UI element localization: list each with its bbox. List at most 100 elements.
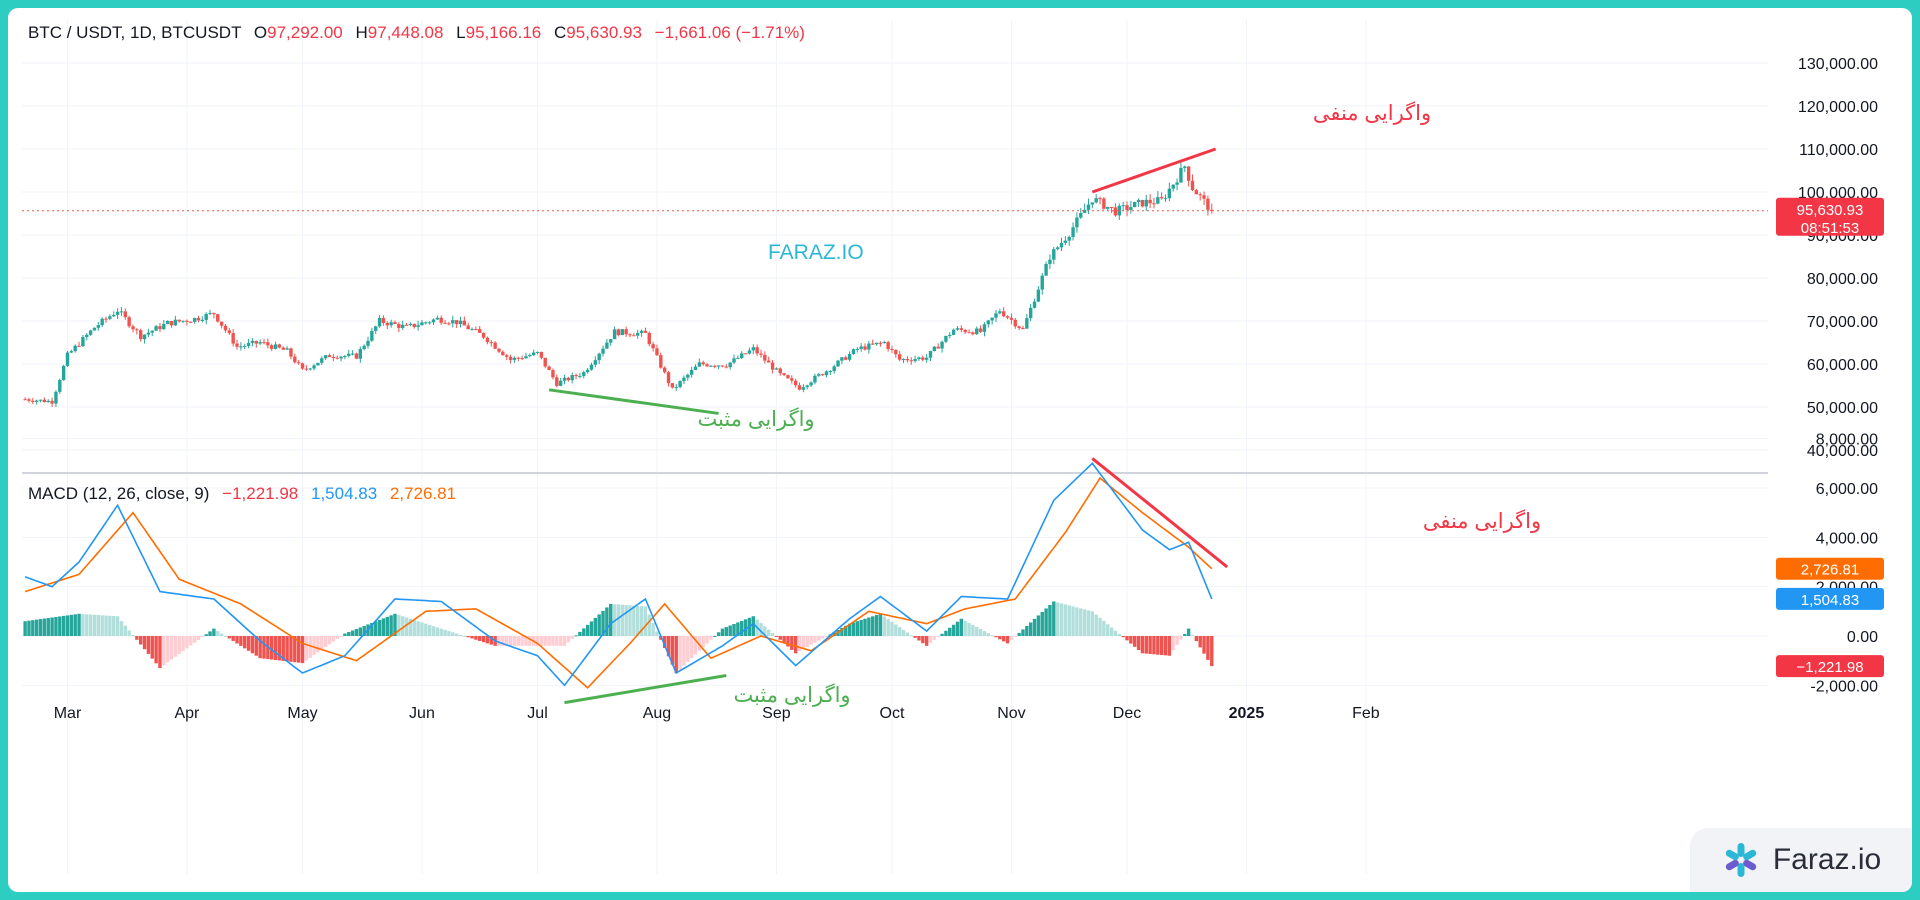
candle-body <box>585 369 590 373</box>
time-tick-label: Sep <box>762 705 791 722</box>
histogram-bar <box>304 636 309 661</box>
open-label: O <box>254 23 267 42</box>
candle-body <box>1082 209 1087 213</box>
candle-body <box>354 353 359 359</box>
candle-body <box>1063 240 1068 243</box>
histogram-bar <box>451 632 455 636</box>
candle-body <box>435 317 440 320</box>
candle-body <box>682 377 686 382</box>
price-axis[interactable]: 130,000.00 120,000.00 110,000.00 100,000.00… <box>1798 56 1878 460</box>
candle-body <box>258 342 262 344</box>
candle-body <box>1009 317 1014 320</box>
histogram-bar <box>470 636 474 639</box>
histogram-bar <box>547 636 551 646</box>
candle-body <box>381 317 386 324</box>
histogram-bar <box>81 614 85 636</box>
candle-body <box>393 322 397 324</box>
time-tick-label: Aug <box>643 705 671 722</box>
histogram-bar <box>200 636 205 638</box>
candle-body <box>254 340 258 344</box>
histogram-bar <box>998 636 1002 640</box>
candle-body <box>709 365 713 367</box>
candle-body <box>582 372 586 376</box>
histogram-bar <box>54 616 58 636</box>
candle-body <box>1159 197 1164 199</box>
candle-body <box>296 362 301 364</box>
histogram-bar <box>377 619 382 636</box>
macd-title[interactable]: MACD (12, 26, close, 9) <box>28 484 209 503</box>
candle-body <box>840 357 844 361</box>
histogram-bar <box>127 630 131 636</box>
macd-badge-text: 1,504.83 <box>1801 592 1859 609</box>
histogram-bar <box>254 636 258 656</box>
candle-body <box>520 358 524 360</box>
candle-body <box>243 345 247 347</box>
histogram-bar <box>389 615 393 636</box>
histogram-bar <box>543 636 547 646</box>
candle-body <box>462 320 467 326</box>
candle-body <box>732 358 736 363</box>
histogram-bar <box>31 620 35 636</box>
candle-body <box>331 357 336 359</box>
candle-body <box>327 355 332 358</box>
histogram-bar <box>58 616 62 636</box>
trading-chart[interactable]: واگرایی منفی واگرایی مثبت واگرایی منفی واگر… <box>8 8 1912 892</box>
candle-body <box>705 364 709 367</box>
histogram-bar <box>481 636 486 643</box>
histogram-bar <box>720 628 725 636</box>
histogram-bar <box>162 636 166 666</box>
candle-body <box>139 330 143 340</box>
candle-body <box>1171 184 1175 189</box>
histogram-bar <box>400 616 405 636</box>
center-watermark: FARAZ.IO <box>768 241 864 264</box>
candle-body <box>555 377 559 386</box>
histogram-bar <box>1082 609 1087 636</box>
histogram-bar <box>374 621 378 636</box>
symbol-title[interactable]: BTC / USDT, 1D, BTCUSDT <box>28 23 241 42</box>
candle-body <box>69 351 74 353</box>
candle-body <box>547 366 551 371</box>
candle-body <box>31 400 35 402</box>
histogram-bar <box>978 629 983 636</box>
candle-body <box>820 374 825 376</box>
chart-frame: واگرایی منفی واگرایی مثبت واگرایی منفی واگر… <box>8 8 1912 892</box>
signal-badge-text: 2,726.81 <box>1801 562 1859 579</box>
candle-body <box>844 357 848 360</box>
candle-body <box>42 399 47 403</box>
candle-body <box>85 334 89 338</box>
candle-body <box>824 371 829 376</box>
candle-body <box>1086 204 1091 210</box>
candle-body <box>1075 217 1079 228</box>
histogram-bar <box>874 615 879 636</box>
candle-body <box>46 400 50 403</box>
signal-badge: 2,726.81 <box>1776 557 1884 580</box>
candle-body <box>404 324 409 326</box>
candle-body <box>666 372 671 384</box>
candle-body <box>1067 236 1071 241</box>
time-axis[interactable]: Mar Apr May Jun Jul Aug Sep Oct Nov Dec 2025 Feb <box>54 705 1380 722</box>
candle-body <box>73 345 77 352</box>
candle-body <box>524 356 528 359</box>
price-badge-text: 08:51:53 <box>1801 220 1859 237</box>
histogram-bar <box>944 630 948 636</box>
histogram-bar <box>347 632 351 636</box>
histogram-bar <box>674 636 678 673</box>
histogram-bar <box>1017 632 1021 636</box>
histogram-bar <box>797 636 802 652</box>
candle-body <box>1002 311 1006 317</box>
candle-body <box>778 368 782 374</box>
histogram-bar <box>624 605 628 636</box>
candle-body <box>135 329 139 331</box>
candle-body <box>620 329 624 336</box>
histogram-bar <box>320 636 324 650</box>
histogram-bar <box>358 627 363 636</box>
histogram-bar <box>1109 627 1114 636</box>
candle-body <box>874 342 879 345</box>
candle-body <box>612 329 617 340</box>
time-tick-label: 2025 <box>1229 705 1265 722</box>
close-value: 95,630.93 <box>566 23 642 42</box>
histogram-bar <box>932 636 937 640</box>
candle-body <box>932 346 937 352</box>
macd-badge: 1,504.83 <box>1776 587 1884 610</box>
candle-body <box>1167 188 1172 199</box>
